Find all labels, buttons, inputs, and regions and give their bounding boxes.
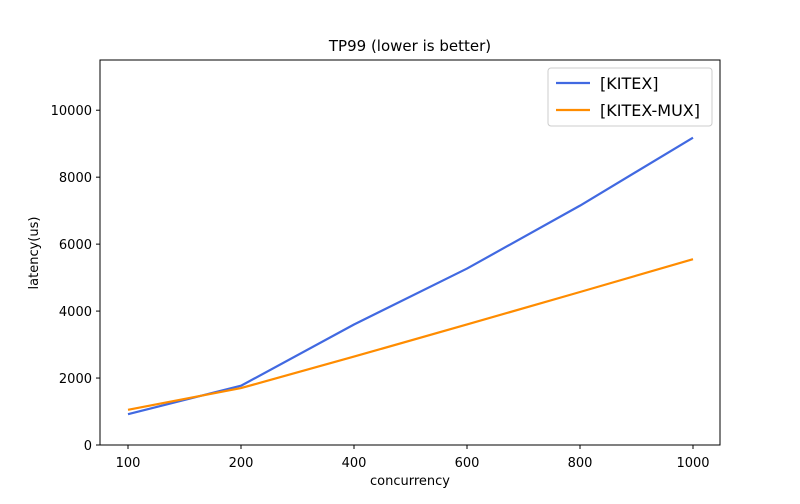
- legend-label-0: [KITEX]: [600, 74, 659, 93]
- series-line-0: [128, 138, 693, 415]
- x-tick-label: 400: [342, 456, 367, 471]
- x-tick-label: 1000: [676, 456, 709, 471]
- y-tick-label: 8000: [59, 171, 92, 186]
- series-line-1: [128, 259, 693, 410]
- y-tick-label: 0: [84, 439, 92, 454]
- legend-label-1: [KITEX-MUX]: [600, 101, 700, 120]
- y-tick-label: 10000: [51, 104, 92, 119]
- x-tick-label: 100: [116, 456, 141, 471]
- x-axis-label: concurrency: [370, 474, 450, 489]
- y-axis-label: latency(us): [27, 217, 42, 290]
- y-tick-label: 2000: [59, 372, 92, 387]
- y-tick-label: 4000: [59, 305, 92, 320]
- y-tick-label: 6000: [59, 238, 92, 253]
- x-tick-label: 600: [455, 456, 480, 471]
- x-tick-label: 800: [568, 456, 593, 471]
- chart-title: TP99 (lower is better): [328, 37, 491, 55]
- x-tick-label: 200: [229, 456, 254, 471]
